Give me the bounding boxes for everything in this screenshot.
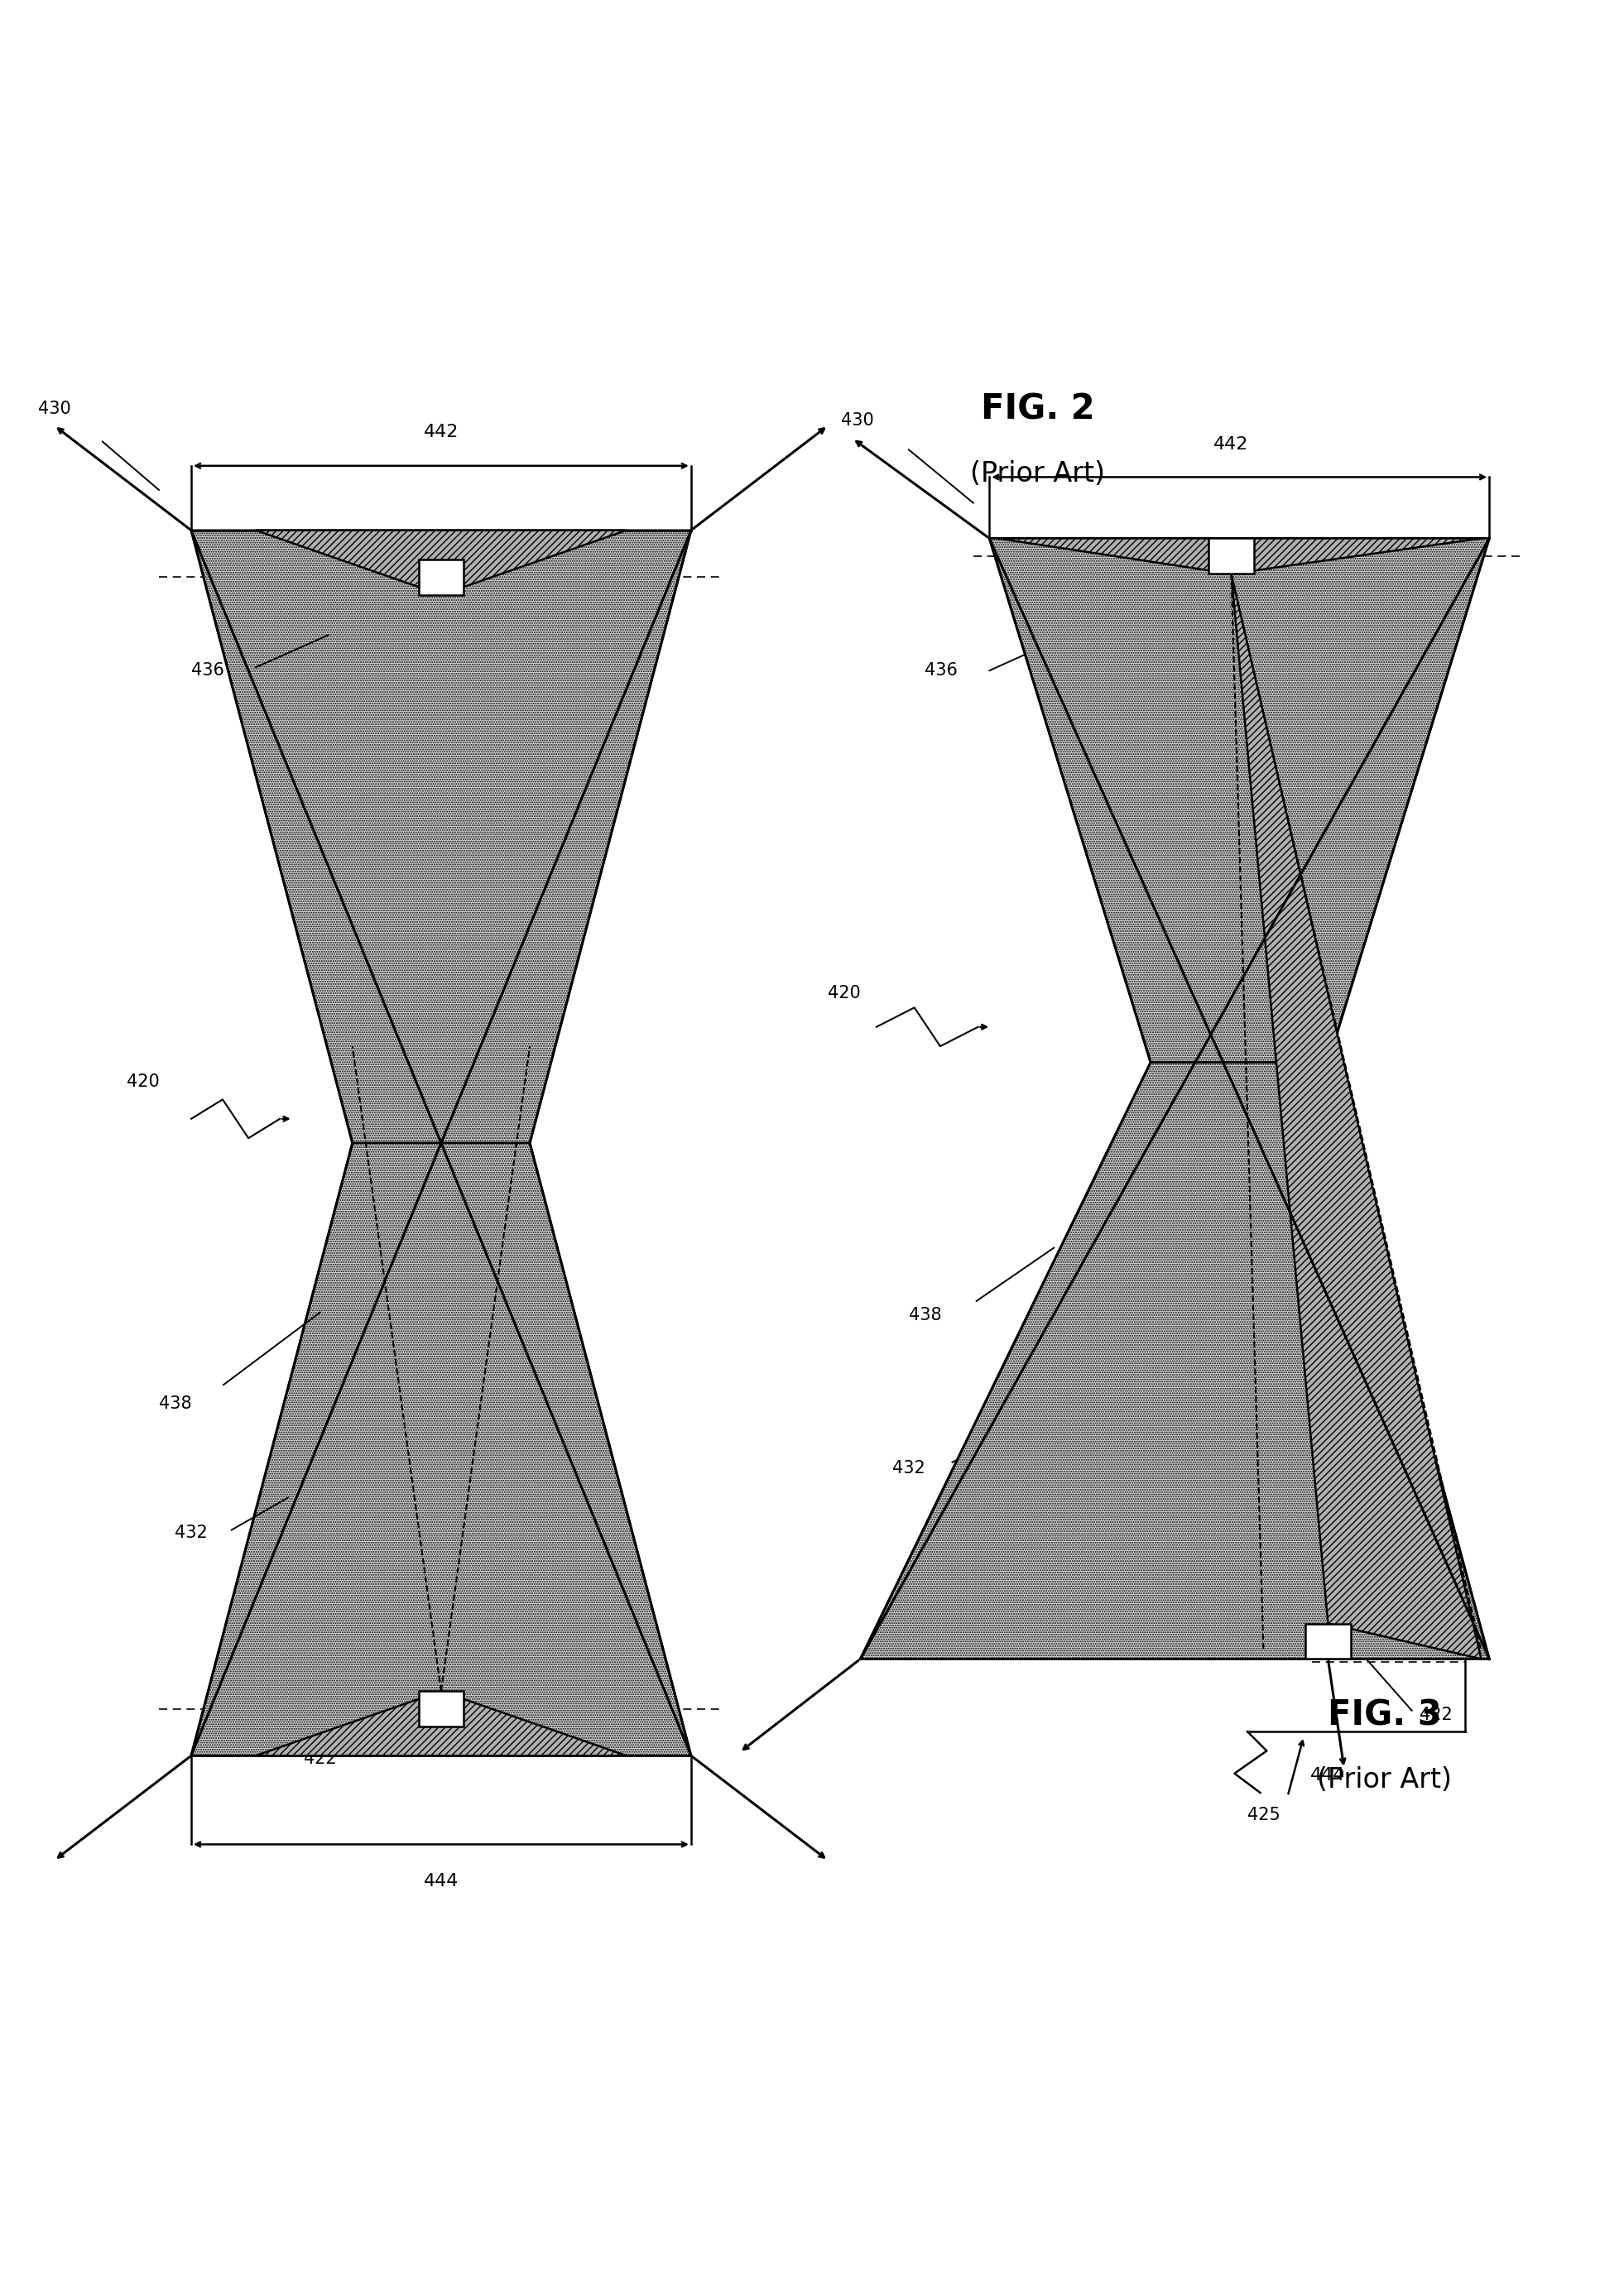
Text: 432: 432: [175, 1525, 208, 1541]
Polygon shape: [861, 1063, 1489, 1660]
Bar: [1306, 1623, 1351, 1660]
Text: 436: 436: [924, 663, 958, 679]
Text: 432: 432: [892, 1461, 926, 1477]
Text: 420: 420: [127, 1074, 159, 1090]
Polygon shape: [255, 1692, 627, 1756]
Text: 444: 444: [1311, 1767, 1346, 1783]
Text: 430: 430: [37, 400, 70, 418]
Bar: [419, 560, 464, 594]
Text: (Prior Art): (Prior Art): [970, 459, 1106, 487]
Polygon shape: [192, 530, 692, 1143]
Polygon shape: [255, 530, 627, 594]
Text: 442: 442: [1213, 437, 1249, 453]
Text: 442: 442: [424, 423, 458, 439]
Text: 438: 438: [159, 1397, 192, 1413]
Text: 438: 438: [908, 1308, 942, 1324]
Polygon shape: [989, 539, 1489, 1063]
Text: (Prior Art): (Prior Art): [1317, 1767, 1452, 1795]
Bar: [419, 1692, 464, 1726]
Polygon shape: [1231, 574, 1481, 1660]
Text: 430: 430: [841, 411, 874, 430]
Text: 420: 420: [828, 985, 861, 1001]
Text: 422: 422: [1419, 1708, 1452, 1724]
Text: 425: 425: [1247, 1806, 1280, 1824]
Bar: [1208, 539, 1254, 574]
Text: 424: 424: [1093, 546, 1127, 562]
Text: 436: 436: [190, 663, 224, 679]
Polygon shape: [192, 1143, 692, 1756]
Text: 444: 444: [424, 1875, 458, 1891]
Text: 424: 424: [296, 530, 328, 546]
Text: 422: 422: [304, 1751, 336, 1767]
Polygon shape: [997, 539, 1481, 574]
Text: FIG. 3: FIG. 3: [1327, 1698, 1442, 1733]
Text: FIG. 2: FIG. 2: [981, 391, 1095, 427]
